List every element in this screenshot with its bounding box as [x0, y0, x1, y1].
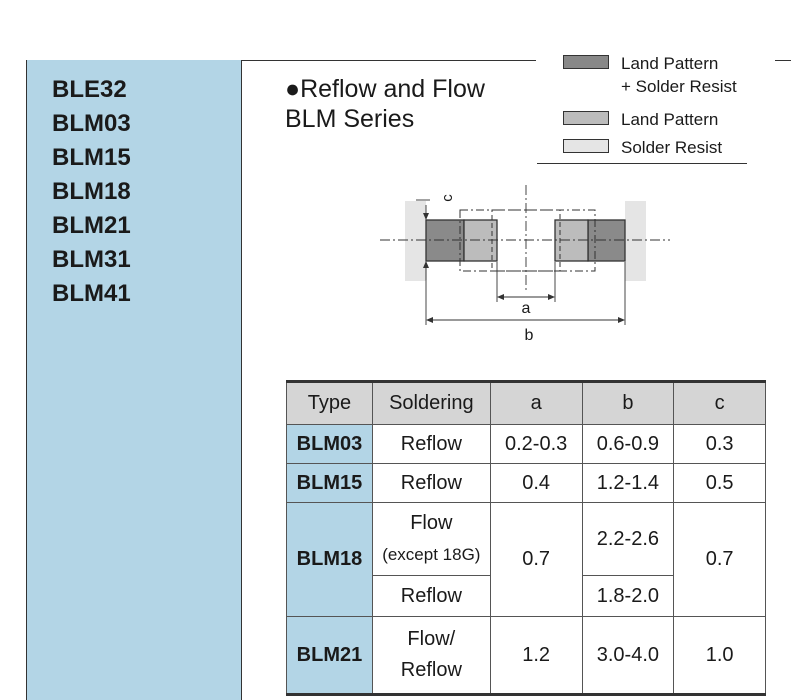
dimension-table: Type Soldering a b c BLM03 Reflow 0.2-0.… [286, 380, 766, 696]
legend-swatch-light [563, 139, 609, 153]
dim-a-label: a [522, 300, 531, 317]
legend-item-land-pattern-solder-resist: Land Pattern + Solder Resist [537, 52, 737, 98]
header-a: a [489, 380, 583, 425]
cell-b: 0.6-0.9 [581, 424, 675, 464]
solder-resist-left [405, 201, 426, 281]
cell-soldering: Reflow [371, 463, 491, 503]
dim-b-arrowhead-right [618, 317, 625, 323]
product-list: BLE32 BLM03 BLM15 BLM18 BLM21 BLM31 BLM4… [27, 60, 241, 311]
legend-label: Solder Resist [621, 138, 723, 157]
dim-b-arrowhead-left [426, 317, 433, 323]
table-row: Reflow 1.8-2.0 [287, 575, 766, 617]
sidebar: BLE32 BLM03 BLM15 BLM18 BLM21 BLM31 BLM4… [26, 60, 242, 700]
legend-separator [537, 163, 747, 164]
cell-a: 0.2-0.3 [489, 424, 583, 464]
cell-c: 0.7 [673, 502, 766, 617]
table-row: BLM15 Reflow 0.4 1.2-1.4 0.5 [286, 463, 766, 503]
dim-b-label: b [525, 327, 534, 344]
legend-item-solder-resist: Solder Resist [537, 136, 722, 159]
cell-b: 1.2-1.4 [581, 463, 675, 503]
cell-b: 2.2-2.6 [581, 502, 675, 576]
legend-label: Land Pattern + Solder Resist [621, 54, 737, 96]
table-row: BLM18 Flow (except 18G) 0.7 2.2-2.6 0.7 [286, 502, 766, 617]
cell-type: BLM03 [286, 424, 373, 464]
cell-soldering: Flow/ Reflow [371, 616, 491, 696]
solder-resist-right [625, 201, 646, 281]
product-item: BLM03 [52, 110, 131, 137]
cell-type: BLM15 [286, 463, 373, 503]
cell-soldering: Reflow [371, 575, 491, 617]
top-rule-right [775, 60, 791, 61]
product-item: BLM18 [52, 178, 131, 205]
cell-a: 1.2 [489, 616, 583, 696]
cell-soldering: Flow (except 18G) [371, 502, 491, 576]
legend-item-land-pattern: Land Pattern [537, 108, 718, 131]
product-item: BLM21 [52, 212, 131, 239]
table-header-row: Type Soldering a b c [286, 380, 766, 425]
header-type: Type [286, 380, 373, 425]
dim-c-label: c [439, 194, 456, 202]
legend-swatch-medium [563, 111, 609, 125]
cell-b: 1.8-2.0 [581, 575, 675, 617]
cell-c: 1.0 [673, 616, 766, 696]
table-row: BLM21 Flow/ Reflow 1.2 3.0-4.0 1.0 [286, 616, 766, 696]
cell-type: BLM21 [286, 616, 373, 696]
header-b: b [581, 380, 675, 425]
header-soldering: Soldering [371, 380, 491, 425]
dim-c-arrowhead [423, 213, 429, 220]
product-item: BLM31 [52, 246, 131, 273]
cell-a: 0.4 [489, 463, 583, 503]
cell-b: 3.0-4.0 [581, 616, 675, 696]
cell-c: 0.5 [673, 463, 766, 503]
cell-a: 0.7 [489, 502, 583, 617]
top-rule [26, 60, 536, 61]
land-pattern-diagram: c a b [380, 185, 670, 344]
dim-a-arrowhead-right [548, 294, 555, 300]
legend-label: Land Pattern [621, 110, 719, 129]
header-c: c [673, 380, 766, 425]
section-title-line1: ●Reflow and Flow [285, 75, 485, 103]
legend-swatch-dark [563, 55, 609, 69]
cell-soldering: Reflow [371, 424, 491, 464]
table-row: BLM03 Reflow 0.2-0.3 0.6-0.9 0.3 [286, 424, 766, 464]
cell-c: 0.3 [673, 424, 766, 464]
cell-type: BLM18 [286, 502, 373, 617]
product-item: BLM15 [52, 144, 131, 171]
product-item: BLM41 [52, 280, 131, 307]
dim-a-arrowhead-left [497, 294, 504, 300]
land-solder-right [587, 219, 626, 262]
section-title: ●Reflow and Flow BLM Series [285, 74, 485, 134]
product-item: BLE32 [52, 76, 127, 103]
land-solder-left [425, 219, 465, 262]
section-title-line2: BLM Series [285, 105, 415, 133]
